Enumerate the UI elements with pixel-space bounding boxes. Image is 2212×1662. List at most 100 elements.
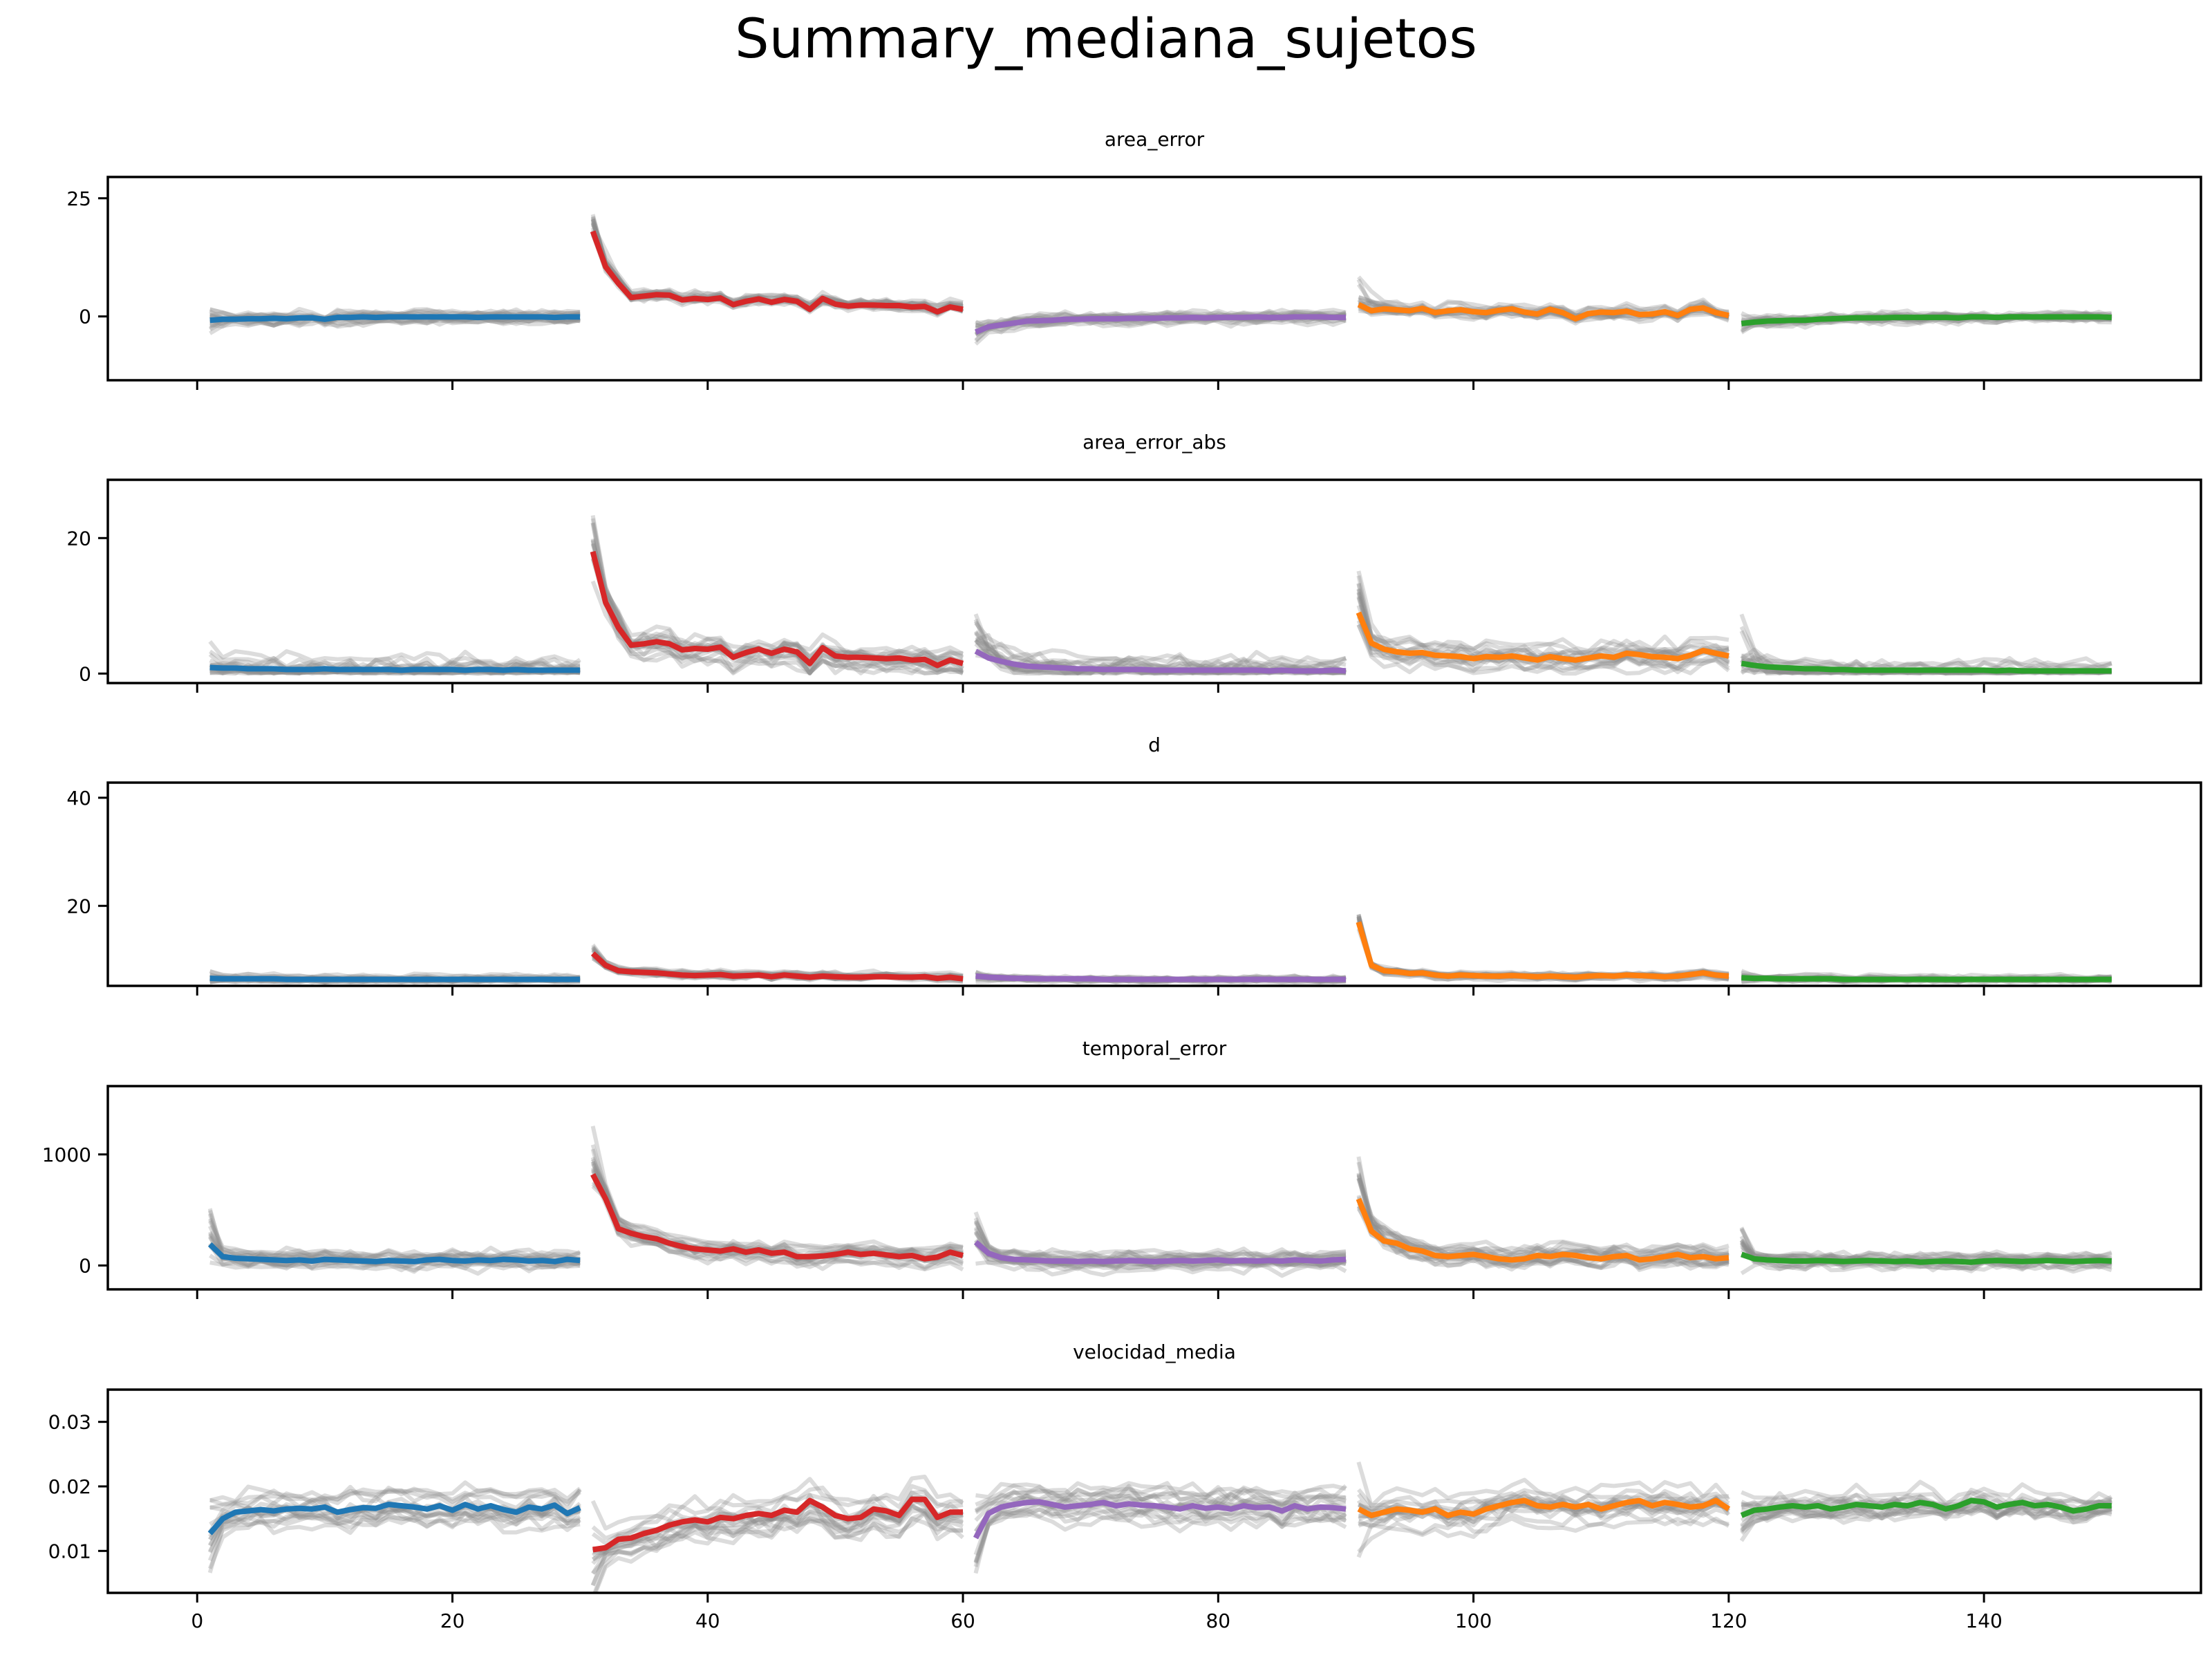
subject-trace	[1356, 624, 1730, 676]
median-line-block-1	[209, 664, 581, 673]
xtick-label: 140	[1965, 1609, 2002, 1632]
median-line-block-4	[1357, 1497, 1731, 1518]
subject-trace	[590, 1126, 964, 1253]
median-line-block-3	[973, 1240, 1347, 1264]
subject-trace	[1356, 916, 1730, 980]
subject-trace	[1740, 1506, 2112, 1535]
subject-trace	[1356, 1161, 1730, 1255]
median-line-block-1	[207, 1502, 581, 1535]
subject-trace	[208, 640, 581, 670]
median-line-block-4	[1356, 921, 1730, 980]
median-line-block-4	[1356, 611, 1730, 663]
subject-trace	[1356, 1206, 1730, 1272]
axes-frame	[106, 1085, 2202, 1291]
median-line-block-1	[209, 314, 581, 324]
subject-trace	[1739, 613, 2112, 673]
subject-trace	[974, 1240, 1347, 1272]
subject-trace	[974, 1484, 1347, 1513]
subject-trace	[973, 1217, 1347, 1263]
subject-trace	[1356, 918, 1730, 980]
ytick-label: 0.01	[48, 1540, 91, 1562]
subject-trace	[975, 637, 1347, 675]
subject-trace	[1356, 1204, 1729, 1266]
subject-trace	[1357, 1488, 1730, 1509]
subject-trace	[209, 314, 581, 329]
subject-trace	[973, 1222, 1347, 1263]
ytick-label: 20	[66, 895, 91, 917]
subject-trace	[975, 1481, 1348, 1507]
subject-trace	[591, 1503, 964, 1575]
subject-trace	[207, 1217, 581, 1260]
subject-trace	[1356, 1207, 1730, 1272]
subject-trace	[209, 1253, 581, 1273]
subplot-title: d	[1148, 734, 1161, 756]
ytick-label: 0.03	[48, 1411, 91, 1434]
axes-frame	[106, 176, 2202, 382]
subject-trace	[973, 1242, 1347, 1272]
xtick-label: 40	[695, 1609, 720, 1632]
subject-trace	[1739, 1228, 2112, 1264]
median-line-block-5	[1740, 1497, 2112, 1518]
subject-trace	[590, 522, 964, 657]
subject-trace	[1358, 1499, 1730, 1528]
ytick-label: 25	[66, 187, 91, 210]
xtick-label: 60	[950, 1609, 975, 1632]
xtick-label: 20	[440, 1609, 465, 1632]
subject-trace	[973, 1226, 1347, 1267]
ytick-label: 0	[79, 662, 91, 685]
subject-trace	[975, 308, 1347, 330]
axes-frame	[106, 478, 2202, 684]
subject-trace	[974, 622, 1347, 666]
subject-trace	[590, 1174, 964, 1272]
subject-trace	[1741, 969, 2112, 980]
xtick-label: 100	[1455, 1609, 1492, 1632]
subject-trace	[209, 1486, 581, 1510]
subject-trace	[207, 1210, 581, 1263]
subject-trace	[590, 1508, 964, 1587]
subject-trace	[1739, 1501, 2112, 1532]
subject-trace	[590, 518, 964, 661]
subplot-d: d 20 40	[66, 734, 2202, 996]
subject-trace	[209, 306, 581, 320]
subject-trace	[1357, 275, 1730, 316]
subject-trace	[1356, 575, 1730, 655]
subject-trace	[973, 618, 1347, 672]
subject-trace	[1739, 1503, 2112, 1542]
subplot-title: area_error	[1105, 128, 1205, 151]
subject-trace	[975, 1481, 1347, 1502]
subject-trace	[973, 1211, 1347, 1263]
subject-trace	[1740, 1248, 2112, 1272]
subject-trace	[1356, 624, 1730, 673]
subject-trace	[590, 1475, 964, 1531]
median-line-block-4	[1357, 301, 1730, 322]
subject-trace	[1741, 653, 2112, 673]
median-line-block-2	[590, 951, 964, 982]
subject-trace	[590, 1163, 964, 1253]
subject-trace	[973, 1511, 1347, 1574]
subplot-temporal-error: temporal_error 0 1000	[42, 1037, 2202, 1299]
subject-traces	[209, 913, 2112, 985]
subject-trace	[1356, 918, 1730, 980]
subject-trace	[975, 633, 1347, 676]
axes-frame	[106, 781, 2202, 987]
figure-title: Summary_mediana_sujetos	[735, 8, 1477, 71]
subject-trace	[1356, 1173, 1730, 1255]
median-line-block-1	[209, 975, 581, 982]
subject-trace	[590, 580, 964, 675]
median-line-block-2	[590, 550, 964, 669]
subject-trace	[1357, 1488, 1730, 1521]
ytick-label: 40	[66, 787, 91, 810]
subject-trace	[208, 653, 581, 675]
xtick-label: 0	[191, 1609, 203, 1632]
subject-trace	[973, 1220, 1347, 1260]
subject-trace	[591, 943, 964, 978]
subject-trace	[207, 1511, 581, 1562]
subject-trace	[1739, 1227, 2112, 1265]
subject-trace	[974, 1492, 1347, 1522]
median-line-block-4	[1356, 1197, 1730, 1263]
subject-trace	[593, 1511, 964, 1593]
subject-traces	[208, 514, 2112, 676]
subject-traces	[207, 1461, 2113, 1593]
